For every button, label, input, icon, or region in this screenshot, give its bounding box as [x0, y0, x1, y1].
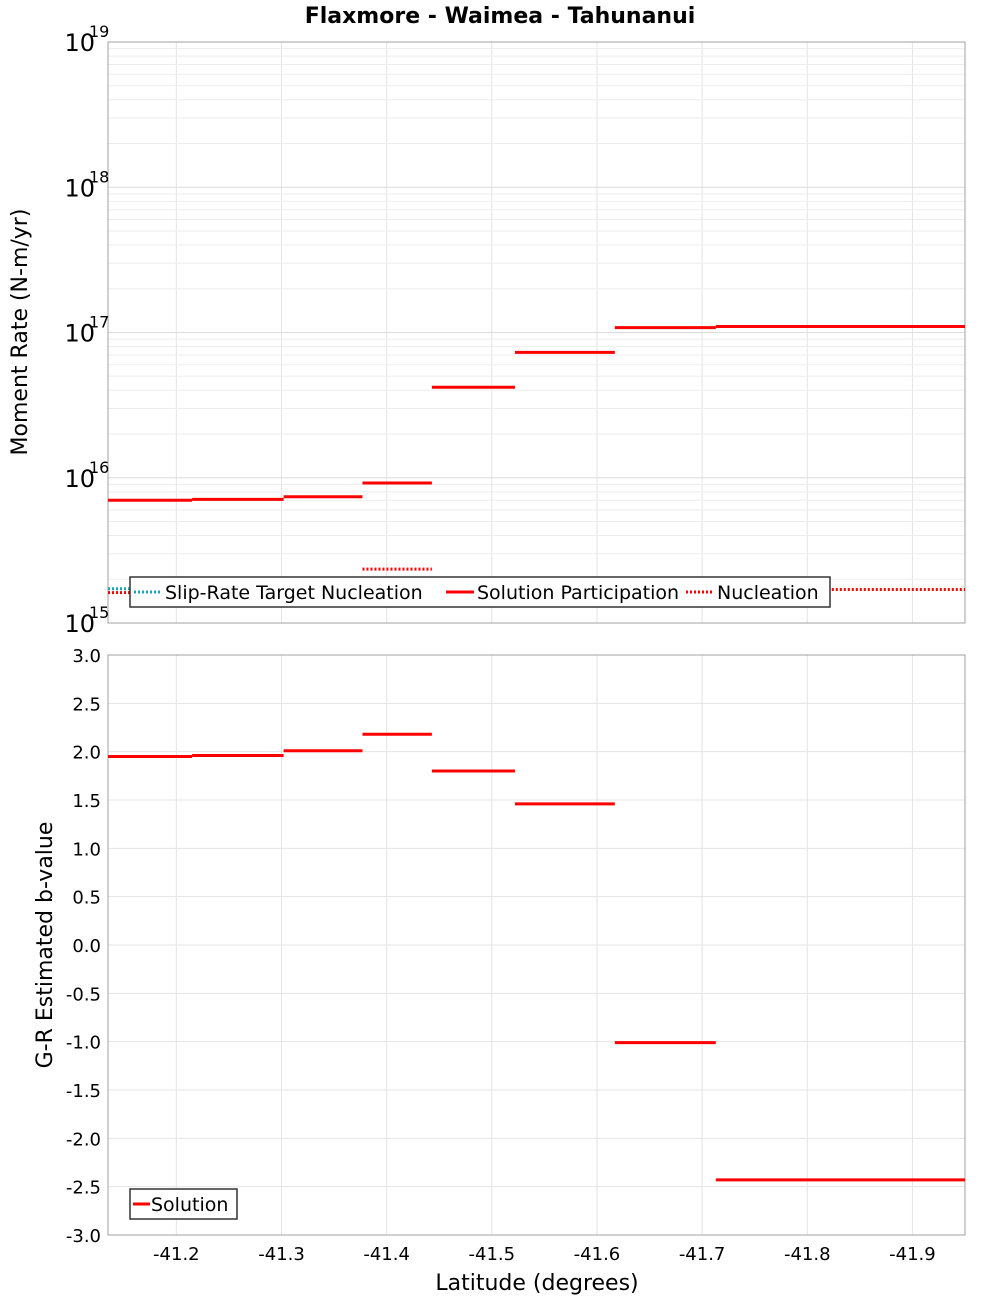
y-tick-label: -3.0 — [66, 1226, 101, 1247]
y-tick-base: 10 — [64, 320, 95, 348]
legend-entry: Solution Participation — [446, 582, 679, 604]
moment-rate-grid — [108, 42, 965, 624]
legend-label: Solution — [151, 1194, 228, 1216]
x-tick-label: -41.9 — [889, 1244, 936, 1265]
x-tick-label: -41.8 — [784, 1244, 831, 1265]
y-tick-base: 10 — [64, 610, 95, 638]
y-tick-exponent: 19 — [89, 22, 109, 41]
series-solution — [108, 732, 965, 1182]
y-tick-base: 10 — [64, 29, 95, 57]
legend-entry: Nucleation — [686, 582, 819, 604]
y-tick-label: -2.5 — [66, 1178, 101, 1199]
legend-entry: Slip-Rate Target Nucleation — [134, 582, 423, 604]
y-tick-exponent: 17 — [89, 313, 109, 332]
y-tick-exponent: 18 — [89, 167, 109, 186]
y-tick-label: 3.0 — [72, 646, 101, 667]
b-value-grid — [108, 654, 965, 1236]
latitude-x-ticks: -41.2 -41.3 -41.4 -41.5 -41.6 -41.7 -41.8 -41.9 — [153, 1244, 936, 1265]
x-tick-label: -41.4 — [363, 1244, 410, 1265]
x-tick-label: -41.3 — [258, 1244, 305, 1265]
y-tick-label: 2.5 — [72, 694, 101, 715]
b-value-y-label: G-R Estimated b-value — [33, 822, 58, 1069]
y-tick-label: 2.0 — [72, 743, 101, 764]
legend-label: Solution Participation — [477, 582, 679, 604]
b-value-plot-frame — [107, 654, 966, 1236]
x-tick-label: -41.5 — [469, 1244, 516, 1265]
legend-box — [129, 576, 831, 608]
y-tick-label: 1.5 — [72, 791, 101, 812]
y-tick-base: 10 — [64, 174, 95, 202]
chart-title: Flaxmore - Waimea - Tahunanui — [305, 4, 696, 29]
y-tick-label: 0.5 — [72, 888, 101, 909]
y-tick-label: 0.0 — [72, 936, 101, 957]
moment-rate-series — [108, 324, 965, 595]
moment-rate-legend: Slip-Rate Target Nucleation Solution Part… — [129, 576, 831, 608]
y-tick-base: 10 — [64, 465, 95, 493]
moment-rate-plot-frame — [107, 41, 966, 624]
y-tick-label: -2.0 — [66, 1129, 101, 1150]
y-tick-label: -1.0 — [66, 1033, 101, 1054]
moment-rate-y-label: Moment Rate (N-m/yr) — [8, 209, 33, 456]
x-tick-label: -41.7 — [679, 1244, 726, 1265]
legend-label: Slip-Rate Target Nucleation — [165, 582, 423, 604]
legend-entry: Solution — [133, 1194, 228, 1216]
b-value-panel: 3.0 2.5 2.0 1.5 1.0 0.5 0.0 -0.5 -1.0 -1.5 -2.0 -2.… — [33, 646, 966, 1296]
y-tick-label: -0.5 — [66, 984, 101, 1005]
x-axis-label: Latitude (degrees) — [435, 1271, 638, 1296]
legend-label: Nucleation — [717, 582, 819, 604]
series-solution-participation — [108, 324, 965, 502]
y-tick-exponent: 15 — [89, 603, 109, 622]
b-value-series — [108, 732, 965, 1182]
x-tick-label: -41.6 — [574, 1244, 621, 1265]
b-value-y-ticks: 3.0 2.5 2.0 1.5 1.0 0.5 0.0 -0.5 -1.0 -1.5 -2.0 -2.… — [66, 646, 101, 1247]
y-tick-label: 1.0 — [72, 839, 101, 860]
y-tick-label: -1.5 — [66, 1081, 101, 1102]
b-value-legend: Solution — [129, 1188, 238, 1220]
y-tick-exponent: 16 — [89, 458, 109, 477]
x-tick-label: -41.2 — [153, 1244, 200, 1265]
